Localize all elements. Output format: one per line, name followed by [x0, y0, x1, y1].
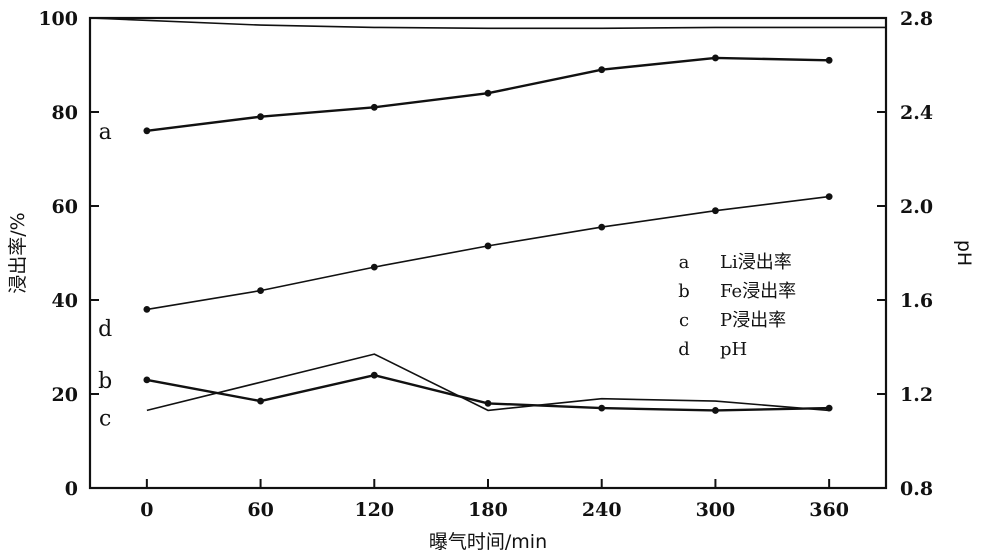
legend-key-d: d [678, 339, 690, 360]
series-a-point [598, 66, 606, 74]
curve-label-b: b [98, 369, 112, 394]
legend-key-a: a [679, 252, 690, 273]
x-tick-label: 0 [140, 499, 153, 521]
series-d-point [370, 263, 378, 271]
curve-label-a: a [99, 120, 112, 145]
series-a-point [370, 103, 378, 111]
legend-key-c: c [679, 310, 689, 331]
x-tick-label: 360 [809, 499, 849, 521]
x-tick-label: 300 [696, 499, 736, 521]
series-d-point [143, 306, 151, 313]
series-b-point [370, 371, 378, 379]
y-axis-label: 浸出率/% [7, 212, 29, 293]
x-tick-label: 120 [354, 499, 394, 521]
series-a-point [712, 54, 719, 62]
series-d-point [598, 223, 606, 231]
series-d-point [712, 207, 719, 215]
y2-tick-label: 2.8 [900, 8, 933, 30]
series-a-point [825, 56, 833, 64]
legend-key-b: b [678, 281, 690, 302]
curve-label-c: c [99, 407, 111, 432]
series-b-point [257, 397, 264, 405]
legend-label-a: Li浸出率 [720, 252, 792, 273]
series-d-point [257, 287, 264, 294]
series-d-point [825, 193, 833, 201]
y-tick-label: 20 [52, 384, 78, 406]
series-b-point [484, 400, 492, 407]
y2-axis-label: pH [953, 240, 975, 266]
y2-tick-label: 1.2 [900, 384, 933, 406]
x-tick-label: 240 [582, 499, 622, 521]
x-tick-label: 180 [468, 499, 508, 521]
y-tick-label: 40 [52, 290, 78, 312]
series-c-line [146, 353, 830, 412]
series-a-point [143, 127, 151, 135]
y-tick-label: 0 [65, 478, 78, 500]
y-tick-label: 100 [38, 8, 78, 30]
x-axis-label: 曝气时间/min [429, 531, 547, 553]
y2-tick-label: 2.0 [900, 196, 933, 218]
legend-label-b: Fe浸出率 [720, 281, 796, 302]
series-b-point [143, 376, 151, 384]
series-top-line [89, 17, 886, 30]
y2-tick-label: 1.6 [900, 290, 933, 312]
legend-label-d: pH [720, 339, 747, 360]
y-tick-label: 60 [52, 196, 78, 218]
y-tick-label: 80 [52, 102, 78, 124]
series-a-point [257, 113, 264, 121]
series-d-point [484, 242, 492, 250]
legend-label-c: P浸出率 [720, 310, 786, 331]
series-b-point [712, 407, 719, 414]
series-a-point [484, 89, 492, 97]
curve-label-d: d [98, 317, 112, 342]
y2-tick-label: 0.8 [900, 478, 933, 500]
series-b-point [598, 404, 606, 412]
y2-tick-label: 2.4 [900, 102, 933, 124]
x-tick-label: 60 [247, 499, 273, 521]
